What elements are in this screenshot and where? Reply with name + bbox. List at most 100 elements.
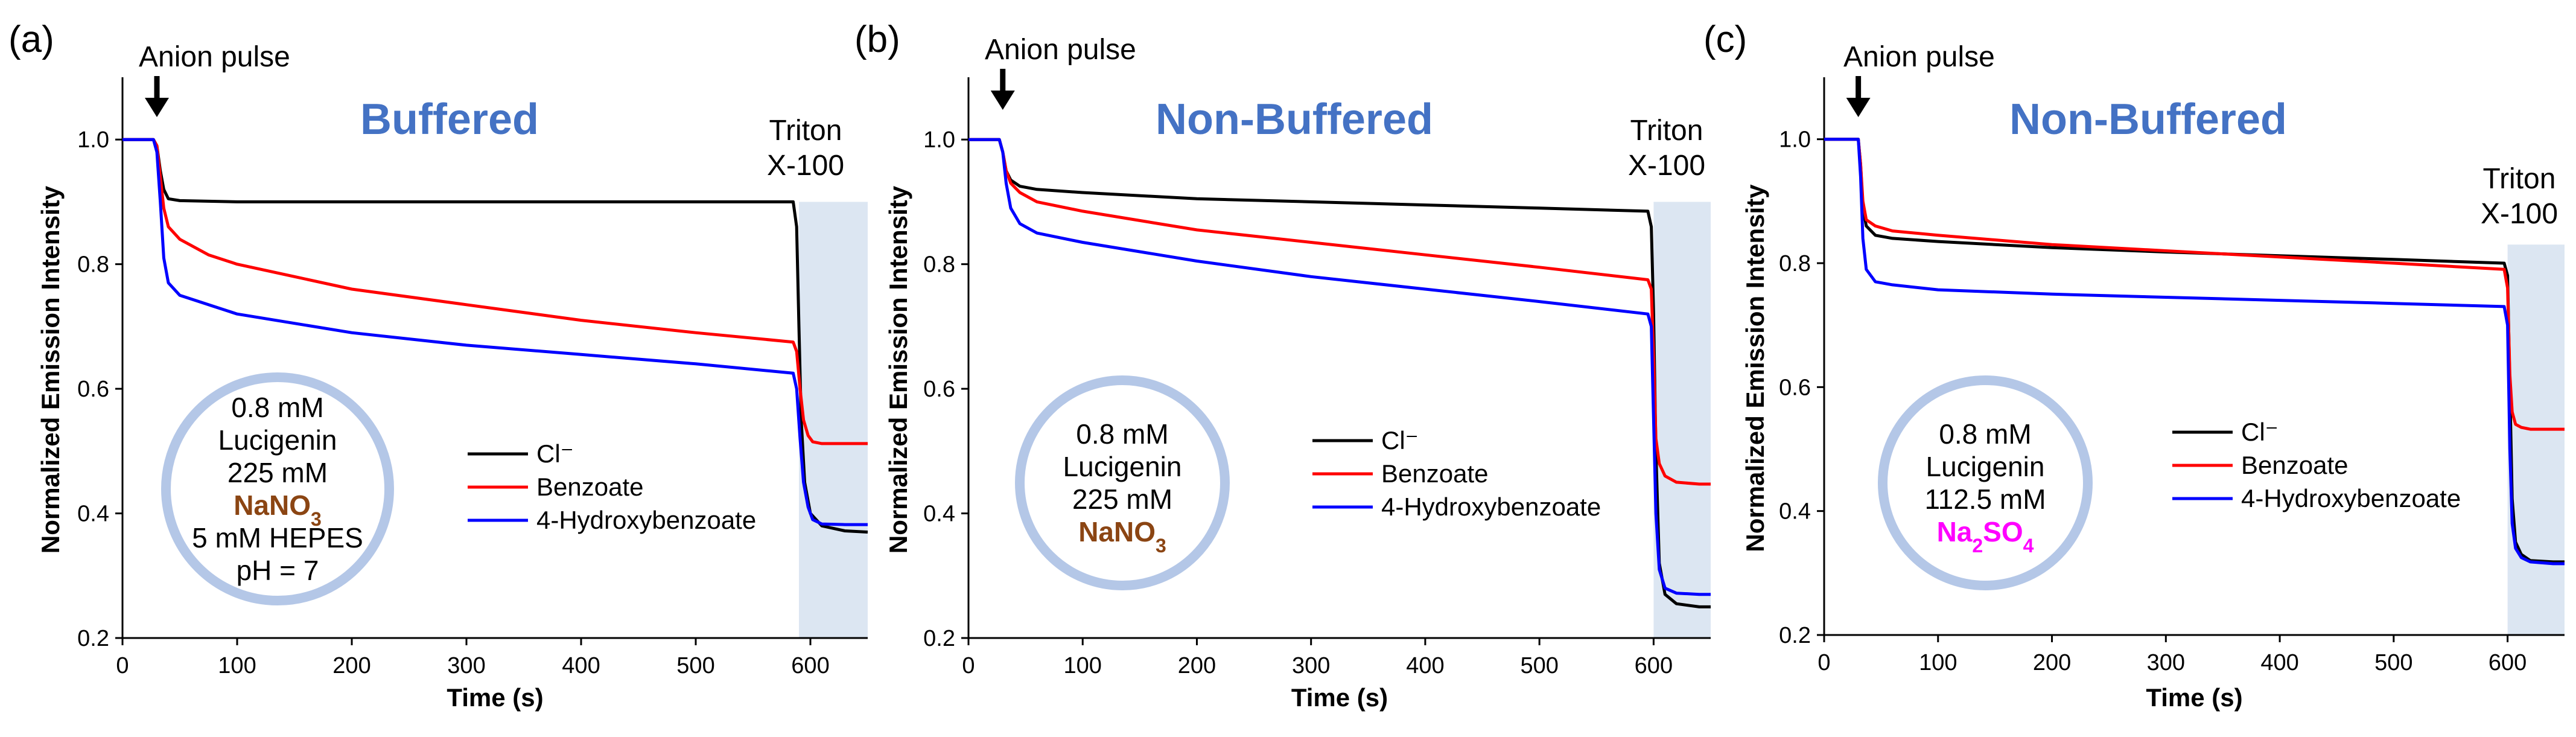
- y-tick-label: 0.8: [923, 252, 955, 278]
- condition-text: 225 mM: [227, 457, 328, 488]
- series-line-4-hydroxybenzoate: [968, 138, 1711, 596]
- x-axis-label: Time (s): [2146, 683, 2242, 712]
- down-arrow-icon: [145, 98, 169, 117]
- y-axis-label: Normalized Emission Intensity: [1741, 184, 1769, 552]
- y-tick-label: 0.2: [77, 626, 109, 651]
- legend: Cl⁻ Benzoate 4-Hydroxybenzoate: [1312, 426, 1601, 521]
- triton-label-x100: X-100: [1628, 150, 1705, 182]
- series-line-4-hydroxybenzoate: [122, 138, 868, 526]
- triton-shaded-region: [799, 202, 868, 638]
- condition-text: 225 mM: [1072, 483, 1172, 515]
- triton-label: Triton: [2483, 163, 2556, 195]
- x-tick-label: 100: [1064, 653, 1102, 678]
- series-line-4-hydroxybenzoate: [1824, 138, 2565, 566]
- down-arrow-icon: [990, 91, 1015, 110]
- condition-text: Lucigenin: [1063, 451, 1182, 482]
- series-line-benzoate: [1824, 138, 2565, 431]
- conditions-circle: [161, 372, 394, 605]
- triton-label-x100: X-100: [2481, 198, 2558, 230]
- x-tick-label: 500: [676, 653, 714, 678]
- condition-text: 0.8 mM: [1939, 418, 2031, 450]
- salt-label: Na2SO4: [1937, 516, 2034, 557]
- x-tick-label: 400: [2260, 650, 2298, 675]
- salt-label: NaNO3: [1078, 516, 1166, 557]
- x-tick-label: 100: [218, 653, 256, 678]
- triton-label-x100: X-100: [767, 150, 844, 182]
- legend-label: Benzoate: [2241, 451, 2348, 479]
- y-tick-label: 1.0: [77, 127, 109, 153]
- x-tick-label: 0: [1818, 650, 1830, 675]
- legend-label: Benzoate: [536, 473, 643, 501]
- series-line-benzoate: [968, 138, 1711, 486]
- triton-shaded-region: [1653, 202, 1711, 638]
- x-tick-label: 300: [2147, 650, 2185, 675]
- condition-text-extra: pH = 7: [237, 555, 319, 586]
- condition-text: 0.8 mM: [231, 392, 323, 423]
- condition-text: Lucigenin: [218, 424, 337, 456]
- legend-label: Cl⁻: [536, 439, 574, 468]
- x-tick-label: 600: [2489, 650, 2527, 675]
- x-tick-label: 200: [332, 653, 370, 678]
- x-tick-label: 100: [1919, 650, 1957, 675]
- y-tick-label: 0.4: [923, 502, 955, 527]
- legend-label: Cl⁻: [1381, 426, 1419, 455]
- conditions-circle: [1015, 375, 1230, 590]
- x-axis-label: Time (s): [1291, 683, 1388, 712]
- x-tick-label: 200: [1178, 653, 1216, 678]
- legend-label: 4-Hydroxybenzoate: [2241, 484, 2461, 512]
- y-tick-label: 0.8: [77, 252, 109, 278]
- y-tick-label: 0.6: [1779, 375, 1811, 400]
- y-axis-label: Normalized Emission Intensity: [36, 185, 65, 554]
- panel-letter: (a): [8, 19, 54, 60]
- y-axis-label: Normalized Emission Intensity: [884, 185, 912, 554]
- x-tick-label: 400: [1406, 653, 1444, 678]
- panel-letter: (c): [1703, 19, 1747, 60]
- condition-text: Lucigenin: [1926, 451, 2045, 482]
- condition-text-extra: 5 mM HEPES: [192, 522, 363, 554]
- x-axis-label: Time (s): [447, 683, 543, 712]
- y-tick-label: 0.8: [1779, 251, 1811, 276]
- conditions-circle: [1878, 375, 2093, 590]
- condition-text: 0.8 mM: [1076, 418, 1168, 450]
- triton-shaded-region: [2507, 244, 2565, 635]
- legend-label: 4-Hydroxybenzoate: [1381, 493, 1601, 521]
- y-tick-label: 0.6: [77, 377, 109, 402]
- triton-label: Triton: [1630, 115, 1703, 147]
- legend: Cl⁻ Benzoate 4-Hydroxybenzoate: [2172, 418, 2461, 512]
- x-tick-label: 200: [2033, 650, 2071, 675]
- legend-label: Benzoate: [1381, 459, 1488, 488]
- panel-letter: (b): [854, 19, 900, 60]
- series-line-benzoate: [122, 138, 868, 445]
- y-tick-label: 1.0: [1779, 127, 1811, 153]
- x-tick-label: 0: [116, 653, 129, 678]
- down-arrow-icon: [1846, 98, 1871, 117]
- panel-title: Non-Buffered: [2009, 95, 2287, 144]
- y-tick-label: 0.2: [1779, 623, 1811, 648]
- legend-label: Cl⁻: [2241, 418, 2279, 446]
- y-tick-label: 0.4: [77, 502, 109, 527]
- panel-title: Non-Buffered: [1156, 95, 1433, 144]
- x-tick-label: 600: [1635, 653, 1673, 678]
- y-tick-label: 0.4: [1779, 499, 1811, 525]
- x-tick-label: 500: [1520, 653, 1558, 678]
- x-tick-label: 500: [2374, 650, 2412, 675]
- x-tick-label: 300: [1292, 653, 1330, 678]
- x-tick-label: 600: [791, 653, 829, 678]
- x-tick-label: 400: [562, 653, 600, 678]
- y-tick-label: 0.6: [923, 377, 955, 402]
- legend-label: 4-Hydroxybenzoate: [536, 506, 756, 534]
- x-tick-label: 300: [447, 653, 485, 678]
- salt-label: NaNO3: [234, 490, 322, 530]
- anion-pulse-label: Anion pulse: [1843, 41, 1995, 73]
- anion-pulse-label: Anion pulse: [985, 34, 1136, 66]
- y-tick-label: 1.0: [923, 127, 955, 153]
- anion-pulse-label: Anion pulse: [139, 41, 290, 73]
- condition-text: 112.5 mM: [1924, 483, 2046, 515]
- y-tick-label: 0.2: [923, 626, 955, 651]
- triton-label: Triton: [769, 115, 842, 147]
- x-tick-label: 0: [962, 653, 975, 678]
